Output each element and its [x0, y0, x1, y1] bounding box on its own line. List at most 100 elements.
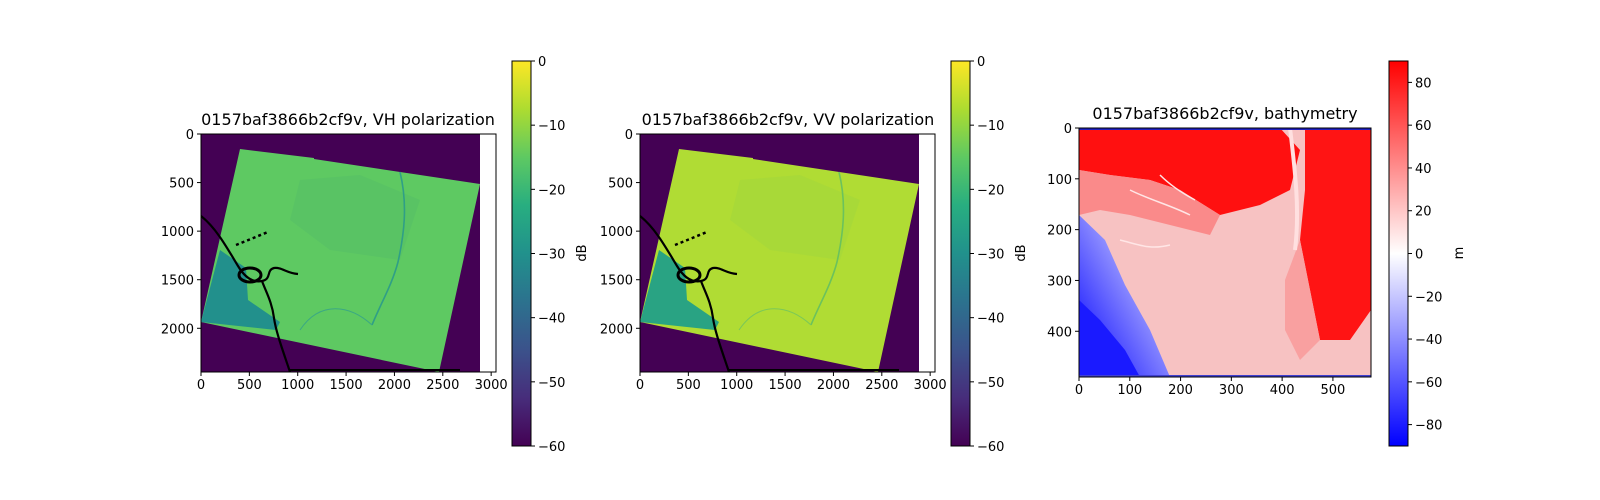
vv-colorbar-tick-label: −10 [977, 119, 1004, 134]
bathy-colorbar-tick-label: −80 [1415, 419, 1442, 434]
vv-y-tick-label: 1000 [600, 225, 633, 240]
bathy-x-tick-label: 300 [1219, 383, 1244, 398]
bathy-colorbar-tick-label: 80 [1415, 76, 1432, 91]
vh-colorbar-tick-label: −30 [538, 248, 565, 263]
vh-colorbar-ticks: 0 −10 −20 −30 −40 −50 −60 [531, 55, 565, 455]
vh-scene-texture [290, 175, 420, 260]
bathy-high-ground-east [1300, 128, 1371, 340]
bathy-y-tick-label: 400 [1047, 325, 1072, 340]
vv-river [810, 171, 845, 326]
vh-x-tick-label: 0 [197, 378, 205, 393]
bathy-colorbar-tick-label: −20 [1415, 290, 1442, 305]
vh-axes-frame [200, 133, 497, 373]
bathy-x-tick-label: 200 [1168, 383, 1193, 398]
vh-y-ticks: 0 500 1000 1500 2000 [161, 128, 201, 337]
vv-colorbar-tick-label: 0 [977, 55, 985, 70]
bathy-x-tick-label: 400 [1270, 383, 1295, 398]
vh-river-2 [299, 308, 373, 331]
bathy-y-tick-label: 100 [1047, 173, 1072, 188]
bathy-y-tick-label: 200 [1047, 224, 1072, 239]
vv-x-tick-label: 3000 [914, 378, 947, 393]
vv-no-data-strip [919, 134, 935, 372]
vv-x-tick-label: 500 [676, 378, 701, 393]
vh-colorbar-tick-label: −20 [538, 183, 565, 198]
vv-colorbar [950, 60, 971, 447]
vh-colorbar [511, 60, 532, 447]
bathy-mid-ground [1079, 170, 1220, 235]
bathy-panel: 0157baf3866b2cf9v, bathymetry 0 100 200 300… [1047, 60, 1467, 447]
vh-y-tick-label: 2000 [161, 322, 194, 337]
vh-coastline [201, 215, 299, 372]
vh-x-tick-label: 2500 [426, 378, 459, 393]
vv-y-tick-label: 500 [608, 177, 633, 192]
vh-x-tick-label: 1500 [330, 378, 363, 393]
vv-title: 0157baf3866b2cf9v, VV polarization [642, 110, 935, 129]
bathy-x-tick-label: 100 [1117, 383, 1142, 398]
vv-image [640, 134, 935, 372]
vh-x-tick-label: 2000 [378, 378, 411, 393]
vh-no-data-strip [480, 134, 496, 372]
bathy-colorbar-tick-label: −60 [1415, 376, 1442, 391]
vv-x-tick-label: 2000 [817, 378, 850, 393]
bathy-colorbar-tick-label: 20 [1415, 205, 1432, 220]
vv-y-ticks: 0 500 1000 1500 2000 [600, 128, 640, 337]
vh-colorbar-tick-label: −60 [538, 440, 565, 455]
bathy-channels [1119, 174, 1196, 248]
bathy-colorbar-tick-label: −40 [1415, 333, 1442, 348]
vv-x-tick-label: 1000 [720, 378, 753, 393]
vv-y-tick-label: 2000 [600, 322, 633, 337]
bathy-axes-frame [1078, 127, 1372, 378]
bathy-colorbar [1388, 60, 1409, 447]
vv-colorbar-ticks: 0 −10 −20 −30 −40 −50 −60 [970, 55, 1004, 455]
bathy-high-ground-north [1079, 128, 1300, 215]
bathy-image [1079, 128, 1371, 377]
vh-colorbar-tick-label: −10 [538, 119, 565, 134]
vh-x-tick-label: 1000 [281, 378, 314, 393]
bathy-estuary [1288, 128, 1300, 251]
vv-colorbar-tick-label: −50 [977, 376, 1004, 391]
vv-x-tick-label: 0 [636, 378, 644, 393]
bathy-x-tick-label: 500 [1320, 383, 1345, 398]
vv-coastline [640, 215, 738, 372]
vv-colorbar-label: dB [1014, 244, 1029, 261]
bathy-y-tick-label: 0 [1064, 122, 1072, 137]
vv-scene-texture [730, 175, 860, 260]
vv-axes-frame [639, 133, 936, 373]
bathy-colorbar-tick-label: 0 [1415, 248, 1423, 263]
vh-x-ticks: 0 500 1000 1500 2000 2500 3000 [197, 372, 508, 393]
vv-y-tick-label: 0 [625, 128, 633, 143]
bathy-title: 0157baf3866b2cf9v, bathymetry [1092, 104, 1357, 123]
vv-y-tick-label: 1500 [600, 274, 633, 289]
vv-river-2 [738, 308, 812, 331]
vh-bay [237, 266, 263, 284]
vh-ocean-region [201, 250, 280, 330]
bathy-top-edge [1079, 128, 1371, 130]
vh-y-tick-label: 500 [169, 177, 194, 192]
bathy-y-tick-label: 300 [1047, 274, 1072, 289]
vh-colorbar-label: dB [575, 244, 590, 261]
vv-x-tick-label: 1500 [769, 378, 802, 393]
bathy-x-tick-label: 0 [1075, 383, 1083, 398]
vh-colorbar-tick-label: 0 [538, 55, 546, 70]
vh-title: 0157baf3866b2cf9v, VH polarization [201, 110, 495, 129]
vh-y-tick-label: 1000 [161, 225, 194, 240]
vv-x-tick-label: 2500 [865, 378, 898, 393]
bathy-mid-ground-east [1285, 240, 1320, 360]
vh-x-tick-label: 500 [237, 378, 262, 393]
vv-colorbar-tick-label: −30 [977, 248, 1004, 263]
vv-bay [676, 266, 702, 284]
vv-ocean-region [640, 250, 719, 330]
vh-panel: 0157baf3866b2cf9v, VH polarization 0 500 1… [161, 55, 590, 455]
vv-colorbar-tick-label: −60 [977, 440, 1004, 455]
bathy-deep-sea [1079, 300, 1140, 377]
vv-colorbar-tick-label: −20 [977, 183, 1004, 198]
vv-panel: 0157baf3866b2cf9v, VV polarization 0 500 1… [600, 55, 1029, 455]
vv-colorbar-tick-label: −40 [977, 312, 1004, 327]
vh-river [371, 171, 406, 326]
vh-x-tick-label: 3000 [475, 378, 508, 393]
bathy-x-ticks: 0 100 200 300 400 500 [1075, 377, 1345, 398]
vh-y-tick-label: 1500 [161, 274, 194, 289]
bathy-colorbar-ticks: 80 60 40 20 0 −20 −40 −60 −80 [1408, 76, 1442, 434]
vv-x-ticks: 0 500 1000 1500 2000 2500 3000 [636, 372, 947, 393]
